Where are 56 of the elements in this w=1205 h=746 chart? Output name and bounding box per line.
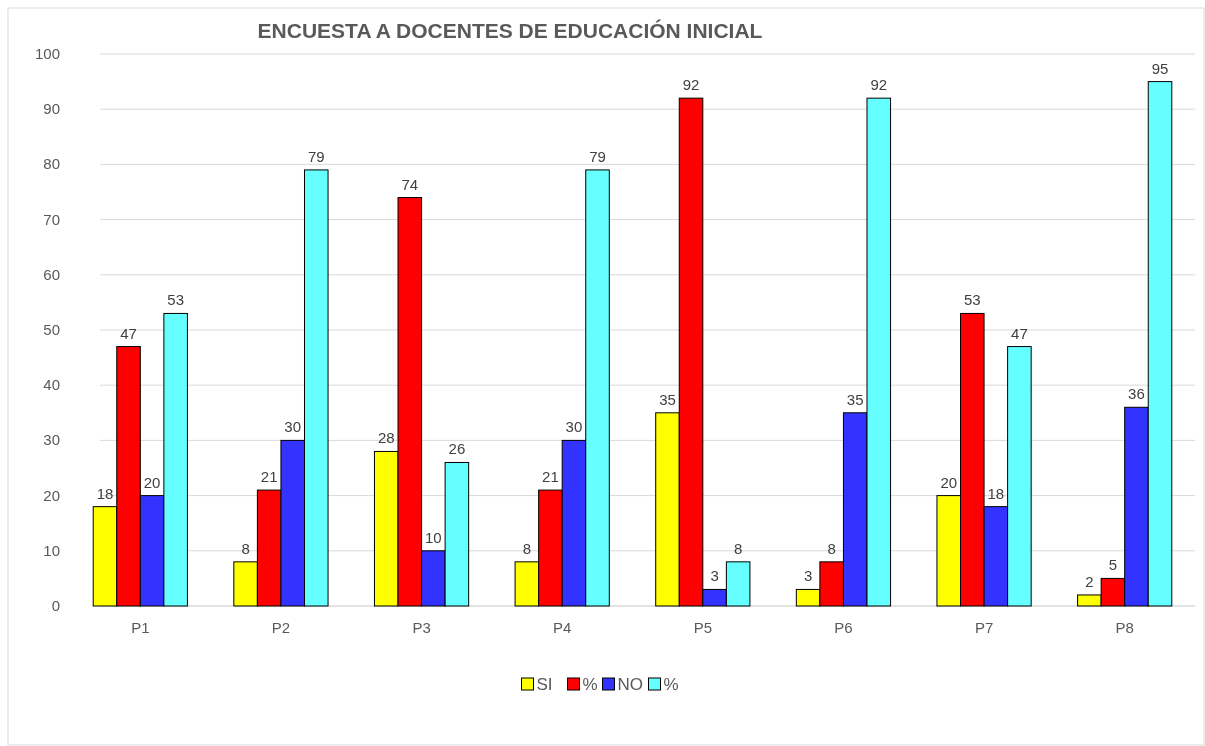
- legend-label: NO: [617, 675, 643, 694]
- data-label: 28: [377, 429, 395, 447]
- x-tick-label: P5: [693, 619, 712, 636]
- y-tick-label: 100: [34, 45, 60, 62]
- y-tick-label: 10: [43, 541, 60, 559]
- data-label: 35: [659, 390, 676, 408]
- legend-label: SI: [536, 675, 553, 694]
- data-label: 2: [1085, 572, 1094, 590]
- x-tick-label: P4: [553, 619, 572, 636]
- y-tick-label: 0: [51, 597, 60, 614]
- legend-label: %: [582, 675, 598, 694]
- data-label: 18: [96, 484, 114, 502]
- y-tick-label: 70: [43, 210, 60, 228]
- data-label: 8: [827, 539, 836, 557]
- data-label: 3: [803, 567, 813, 585]
- x-tick-label: P1: [131, 619, 150, 636]
- x-tick-label: P2: [271, 619, 291, 636]
- data-label: 95: [1151, 59, 1169, 77]
- data-label: 18: [987, 484, 1005, 502]
- chart-title: ENCUESTA A DOCENTES DE EDUCACIÓN INICIAL: [257, 19, 763, 42]
- x-tick-label: P8: [1115, 619, 1134, 636]
- x-tick-label: P3: [412, 619, 431, 636]
- data-label: 26: [448, 440, 466, 458]
- data-label: 92: [870, 76, 888, 94]
- legend-label: %: [663, 675, 679, 694]
- data-label: 8: [733, 539, 743, 557]
- data-label: 30: [284, 418, 302, 436]
- data-label: 21: [542, 468, 559, 486]
- data-label: 5: [1108, 556, 1118, 574]
- y-tick-label: 40: [43, 376, 60, 394]
- data-label: 8: [522, 539, 532, 557]
- data-label: 92: [682, 76, 700, 94]
- data-label: 21: [260, 468, 278, 486]
- y-tick-label: 20: [43, 486, 60, 504]
- data-label: 35: [846, 390, 864, 408]
- x-tick-label: P7: [974, 619, 994, 636]
- y-tick-label: 50: [43, 321, 60, 338]
- y-tick-label: 80: [43, 155, 60, 173]
- data-label: 79: [589, 147, 606, 165]
- y-tick-label: 90: [43, 100, 60, 118]
- data-label: 3: [710, 567, 719, 585]
- y-tick-label: 60: [43, 265, 60, 283]
- x-tick-label: P6: [834, 619, 853, 636]
- data-label: 47: [120, 324, 137, 342]
- data-label: 79: [307, 147, 325, 165]
- data-label: 20: [940, 473, 958, 491]
- data-label: 74: [401, 175, 419, 193]
- data-label: 53: [963, 291, 981, 309]
- data-label: 8: [241, 539, 250, 557]
- data-label: 36: [1128, 385, 1145, 403]
- data-label: 10: [425, 528, 442, 546]
- data-label: 47: [1011, 324, 1028, 342]
- data-label: 53: [167, 291, 184, 309]
- data-label: 30: [565, 418, 583, 436]
- y-tick-label: 30: [43, 431, 60, 449]
- data-label: 20: [143, 473, 161, 491]
